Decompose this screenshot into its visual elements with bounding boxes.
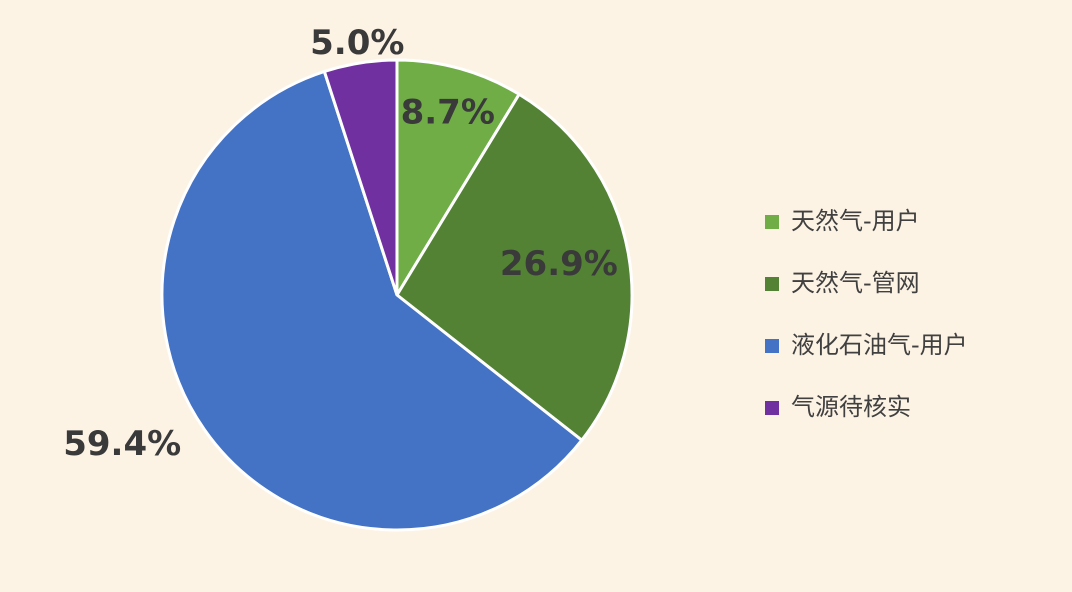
value-label: 26.9% <box>500 244 618 284</box>
legend-label: 液化石油气-用户 <box>791 331 968 359</box>
legend-swatch <box>765 401 779 415</box>
pie-slice <box>322 58 399 296</box>
value-label: 8.7% <box>401 92 495 132</box>
value-label: 5.0% <box>310 23 404 63</box>
legend-swatch <box>765 277 779 291</box>
value-label: 59.4% <box>63 424 181 464</box>
legend-swatch <box>765 339 779 353</box>
legend-swatch <box>765 215 779 229</box>
legend-label: 天然气-用户 <box>791 207 920 235</box>
pie-slice <box>160 69 584 532</box>
pie-slice <box>395 58 522 301</box>
legend-label: 天然气-管网 <box>791 269 920 297</box>
pie-slice <box>395 92 634 443</box>
legend-label: 气源待核实 <box>791 393 911 421</box>
